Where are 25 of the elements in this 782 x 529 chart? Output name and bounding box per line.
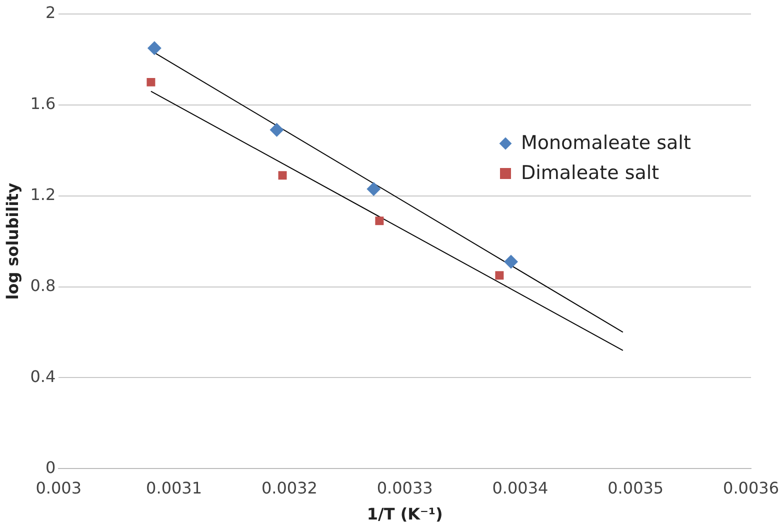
x-tick-label: 0.0035 bbox=[608, 478, 664, 498]
point bbox=[495, 271, 504, 280]
x-tick-label: 0.003 bbox=[36, 478, 82, 498]
y-tick-label: 1.6 bbox=[30, 94, 56, 114]
point bbox=[146, 78, 156, 86]
point bbox=[504, 254, 518, 269]
legend-label: Monomaleate salt bbox=[520, 131, 691, 156]
point bbox=[270, 122, 284, 137]
point bbox=[278, 171, 287, 180]
y-tick-label: 0.4 bbox=[30, 366, 56, 386]
x-tick-label: 0.0033 bbox=[376, 478, 433, 498]
y-tick-label: 2 bbox=[45, 3, 56, 22]
x-tick-label: 0.0034 bbox=[492, 478, 548, 498]
x-tick-label: 0.0032 bbox=[261, 478, 318, 498]
point bbox=[147, 41, 162, 56]
y-axis-title: log solubility bbox=[2, 182, 22, 300]
x-tick-label: 0.0031 bbox=[146, 478, 202, 498]
x-axis-title: 1/T (K⁻¹) bbox=[366, 504, 443, 524]
legend-label: Dimaleate salt bbox=[520, 161, 660, 186]
y-tick-label: 0 bbox=[45, 458, 56, 477]
x-tick-label: 0.0036 bbox=[723, 478, 779, 498]
point bbox=[366, 182, 381, 196]
y-tick-label: 0.8 bbox=[30, 276, 56, 295]
point bbox=[375, 216, 384, 226]
y-tick-label: 1.2 bbox=[30, 184, 56, 204]
